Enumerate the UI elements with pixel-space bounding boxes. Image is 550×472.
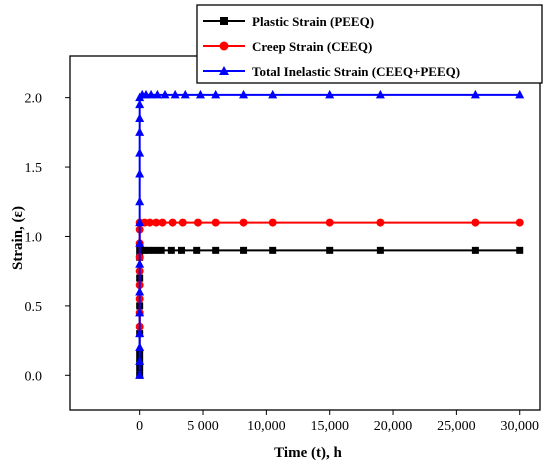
data-point-circle — [268, 218, 277, 227]
y-tick-label: 1.0 — [25, 230, 43, 245]
data-point-triangle — [135, 99, 145, 109]
data-point-triangle — [268, 89, 278, 99]
legend-entry-creep: Creep Strain (CEEQ) — [203, 39, 372, 54]
legend-label-plastic: Plastic Strain (PEEQ) — [252, 14, 374, 29]
x-tick-label: 10,000 — [247, 419, 286, 434]
data-point-triangle — [211, 89, 221, 99]
data-point-square — [177, 246, 185, 254]
data-point-square — [471, 246, 479, 254]
y-axis-title: Strain, (ε) — [10, 206, 26, 270]
data-point-square — [151, 246, 159, 254]
data-point-square — [269, 246, 277, 254]
data-point-circle — [168, 218, 177, 227]
data-point-triangle — [325, 89, 335, 99]
data-point-circle — [239, 218, 248, 227]
y-tick-label: 1.5 — [25, 161, 43, 176]
data-point-square — [212, 246, 220, 254]
data-point-triangle — [470, 89, 480, 99]
legend-marker-square — [220, 17, 228, 25]
legend-entry-total: Total Inelastic Strain (CEEQ+PEEQ) — [203, 64, 460, 79]
legend-entry-plastic: Plastic Strain (PEEQ) — [203, 14, 374, 29]
data-point-triangle — [170, 89, 180, 99]
y-tick-label: 2.0 — [25, 92, 43, 107]
data-point-square — [139, 246, 147, 254]
data-point-triangle — [135, 238, 145, 247]
series-line-2 — [138, 93, 520, 376]
data-point-triangle — [135, 113, 145, 122]
data-point-circle — [158, 218, 167, 227]
data-point-circle — [178, 218, 187, 227]
data-point-square — [145, 246, 153, 254]
legend: Plastic Strain (PEEQ) Creep Strain (CEEQ… — [196, 4, 543, 84]
y-tick-label: 0.0 — [25, 369, 43, 384]
data-point-circle — [515, 218, 524, 227]
legend-label-creep: Creep Strain (CEEQ) — [252, 39, 372, 54]
data-point-circle — [193, 218, 202, 227]
legend-label-total: Total Inelastic Strain (CEEQ+PEEQ) — [252, 64, 460, 79]
data-point-circle — [152, 218, 161, 227]
data-point-square — [193, 246, 201, 254]
data-point-square — [376, 246, 384, 254]
data-point-triangle — [135, 169, 145, 178]
data-point-triangle — [135, 196, 145, 206]
data-point-triangle — [135, 127, 145, 136]
data-point-triangle — [180, 89, 190, 99]
data-point-triangle — [375, 89, 385, 99]
x-tick-label: 15,000 — [310, 419, 349, 434]
data-point-triangle — [135, 370, 145, 379]
data-point-triangle — [239, 89, 249, 99]
data-point-triangle — [195, 89, 205, 99]
data-point-circle — [471, 218, 480, 227]
data-point-triangle — [135, 259, 145, 268]
data-point-triangle — [160, 89, 170, 99]
data-point-triangle — [135, 342, 145, 352]
data-point-square — [326, 246, 334, 254]
data-point-square — [157, 246, 165, 254]
data-point-triangle — [135, 148, 145, 157]
data-point-triangle — [135, 356, 145, 365]
legend-marker-triangle — [219, 66, 229, 75]
x-tick-label: 25,000 — [437, 419, 476, 434]
data-point-triangle — [135, 217, 145, 227]
data-point-circle — [376, 218, 385, 227]
data-point-triangle — [515, 89, 525, 99]
data-point-square — [240, 246, 248, 254]
x-tick-label: 20,000 — [374, 419, 413, 434]
data-point-triangle — [146, 89, 156, 99]
data-point-triangle — [135, 307, 145, 317]
data-point-circle — [145, 218, 154, 227]
data-point-circle — [211, 218, 220, 227]
legend-marker-circle — [219, 41, 229, 51]
y-tick-label: 0.5 — [25, 300, 43, 315]
series-line-0 — [138, 249, 520, 376]
data-point-triangle — [135, 328, 145, 338]
data-point-triangle — [135, 287, 145, 296]
data-point-square — [167, 246, 175, 254]
legend-box — [196, 4, 543, 84]
x-tick-label: 30,000 — [500, 419, 539, 434]
x-tick-label: 5 000 — [187, 419, 219, 434]
data-point-circle — [325, 218, 334, 227]
x-tick-label: 0 — [136, 419, 143, 434]
series-line-1 — [138, 221, 520, 327]
plot-area: 0 5 000 10,000 15,000 20,000 25,000 30,000 0.0 0… — [25, 55, 541, 434]
x-axis-title: Time (t), h — [274, 445, 342, 461]
data-point-square — [516, 246, 524, 254]
data-point-triangle — [152, 89, 162, 99]
